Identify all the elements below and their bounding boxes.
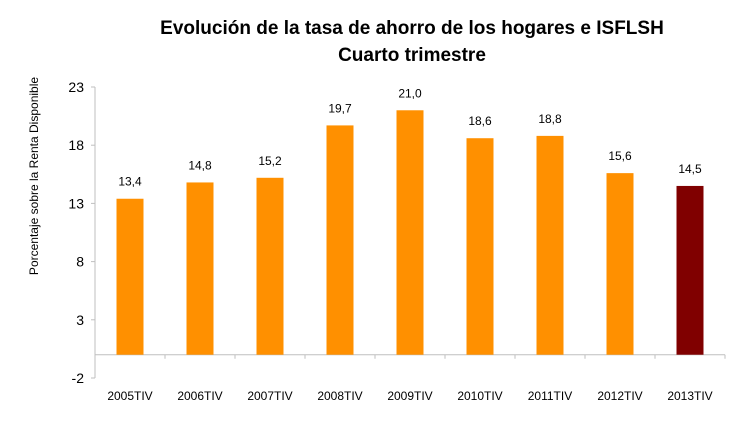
y-tick-label: 13 (68, 195, 84, 211)
data-label: 15,2 (258, 154, 282, 168)
y-tick-label: 18 (68, 137, 84, 153)
data-label: 13,4 (118, 175, 142, 189)
x-tick-label: 2009TIV (387, 389, 432, 403)
y-tick-label: 3 (76, 312, 84, 328)
bar (186, 182, 214, 355)
x-ticks: 2005TIV 2006TIV 2007TIV 2008TIV 2009TIV 2010T… (107, 389, 712, 403)
bar (536, 135, 564, 355)
bars (116, 110, 704, 355)
bar (116, 198, 144, 355)
y-tick-label: -2 (72, 370, 85, 386)
bar (396, 110, 424, 355)
x-tick-label: 2011TIV (528, 389, 572, 403)
y-axis-label: Porcentaje sobre la Renta Disponible (27, 77, 41, 275)
data-label: 14,5 (678, 162, 702, 176)
y-ticks: -2 3 8 13 18 23 (68, 79, 95, 386)
x-tick-label: 2006TIV (177, 389, 222, 403)
y-tick-label: 23 (68, 79, 84, 95)
data-label: 14,8 (188, 158, 212, 172)
x-tick-label: 2008TIV (317, 389, 362, 403)
data-label: 21,0 (398, 86, 422, 100)
bar (326, 125, 354, 355)
x-tick-label: 2010TIV (457, 389, 502, 403)
data-labels: 13,4 14,8 15,2 19,7 21,0 18,6 18,8 15,6 14,5 (118, 86, 702, 188)
y-tick-label: 8 (76, 254, 84, 270)
chart-title: Evolución de la tasa de ahorro de los ho… (160, 18, 664, 39)
data-label: 19,7 (328, 101, 352, 115)
bar (256, 177, 284, 355)
x-tick-label: 2012TIV (597, 389, 642, 403)
data-label: 15,6 (608, 149, 632, 163)
x-tick-label: 2013TIV (667, 389, 712, 403)
x-tick-label: 2007TIV (247, 389, 292, 403)
data-label: 18,8 (538, 112, 562, 126)
chart-subtitle: Cuarto trimestre (338, 45, 486, 66)
bar (606, 173, 634, 355)
x-tick-label: 2005TIV (107, 389, 152, 403)
bar (676, 185, 704, 355)
bar (466, 138, 494, 355)
data-label: 18,6 (468, 114, 492, 128)
